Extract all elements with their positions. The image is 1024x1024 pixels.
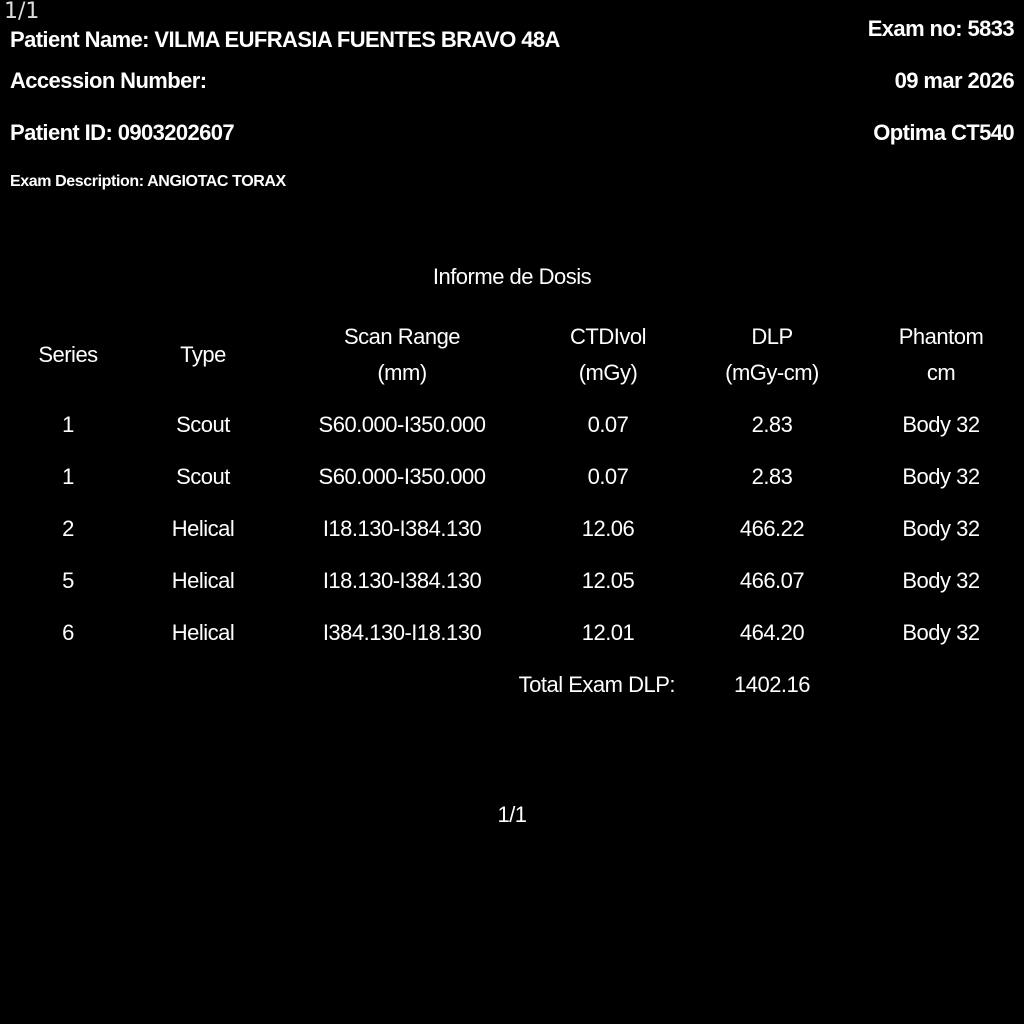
table-cell: S60.000-I350.000 bbox=[318, 412, 486, 437]
table-cell: 1 bbox=[62, 464, 74, 489]
table-cell: Body 32 bbox=[902, 568, 980, 593]
accession-number: Accession Number: bbox=[10, 68, 207, 93]
table-cell: I18.130-I384.130 bbox=[322, 568, 482, 593]
column-header-unit: (mm) bbox=[377, 360, 427, 385]
column-header: Phantom bbox=[898, 324, 984, 349]
table-cell: 12.01 bbox=[581, 620, 635, 645]
column-header-unit: (mGy) bbox=[578, 360, 638, 385]
table-cell: 2.83 bbox=[751, 464, 793, 489]
table-cell: I18.130-I384.130 bbox=[322, 516, 482, 541]
table-cell: Body 32 bbox=[902, 516, 980, 541]
column-header: DLP bbox=[751, 324, 793, 349]
footer-page-number: 1/1 bbox=[497, 802, 527, 827]
table-cell: 0.07 bbox=[587, 412, 629, 437]
exam-number: Exam no: 5833 bbox=[867, 16, 1015, 41]
scanner-model: Optima CT540 bbox=[873, 120, 1014, 145]
total-dlp-label: Total Exam DLP: bbox=[518, 672, 676, 697]
report-title: Informe de Dosis bbox=[432, 264, 592, 289]
table-cell: Body 32 bbox=[902, 620, 980, 645]
column-header: Scan Range bbox=[343, 324, 461, 349]
column-header-unit: (mGy-cm) bbox=[725, 360, 819, 385]
page-indicator-overlay: 1/1 bbox=[4, 0, 40, 24]
table-cell: Helical bbox=[171, 516, 235, 541]
table-cell: 6 bbox=[62, 620, 74, 645]
table-cell: 2 bbox=[62, 516, 74, 541]
table-cell: 466.07 bbox=[739, 568, 805, 593]
column-header: CTDIvol bbox=[570, 324, 646, 349]
exam-description: Exam Description: ANGIOTAC TORAX bbox=[10, 173, 286, 190]
table-cell: 12.06 bbox=[581, 516, 635, 541]
table-cell: 5 bbox=[62, 568, 74, 593]
patient-id: Patient ID: 0903202607 bbox=[10, 120, 235, 145]
table-cell: Body 32 bbox=[902, 464, 980, 489]
table-cell: 464.20 bbox=[739, 620, 805, 645]
table-cell: 466.22 bbox=[739, 516, 805, 541]
table-cell: Helical bbox=[171, 620, 235, 645]
table-cell: Body 32 bbox=[902, 412, 980, 437]
table-cell: 0.07 bbox=[587, 464, 629, 489]
table-cell: S60.000-I350.000 bbox=[318, 464, 486, 489]
table-cell: Scout bbox=[176, 464, 230, 489]
table-cell: Scout bbox=[176, 412, 230, 437]
table-cell: 12.05 bbox=[581, 568, 635, 593]
patient-name: Patient Name: VILMA EUFRASIA FUENTES BRA… bbox=[10, 27, 560, 52]
table-cell: I384.130-I18.130 bbox=[322, 620, 482, 645]
total-dlp-value: 1402.16 bbox=[733, 672, 811, 697]
column-header: Series bbox=[38, 342, 98, 367]
column-header-unit: cm bbox=[926, 360, 956, 385]
table-cell: Helical bbox=[171, 568, 235, 593]
exam-date: 09 mar 2026 bbox=[894, 68, 1015, 93]
table-cell: 1 bbox=[62, 412, 74, 437]
column-header: Type bbox=[180, 342, 226, 367]
table-cell: 2.83 bbox=[751, 412, 793, 437]
